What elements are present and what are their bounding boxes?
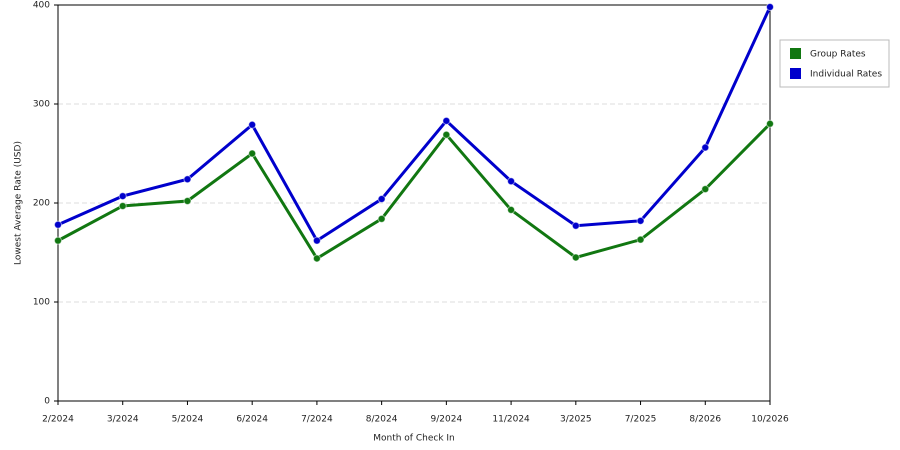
x-tick-label: 5/2024 — [172, 415, 204, 425]
x-tick-label: 11/2024 — [492, 415, 530, 425]
point — [507, 177, 516, 186]
legend-box — [779, 39, 890, 88]
point — [571, 253, 580, 262]
point — [442, 130, 451, 139]
point — [701, 143, 710, 152]
x-tick-label: 8/2024 — [366, 415, 398, 425]
y-tick-label: 300 — [33, 100, 50, 110]
x-tick-label: 3/2024 — [107, 415, 139, 425]
legend-swatch — [790, 48, 801, 59]
point — [54, 236, 62, 245]
y-tick-label: 200 — [33, 199, 50, 209]
x-tick-label: 8/2026 — [689, 415, 721, 425]
point — [312, 254, 321, 263]
x-tick-label: 3/2025 — [560, 415, 592, 425]
x-axis-label: Month of Check In — [373, 434, 455, 444]
point — [248, 149, 257, 158]
point — [507, 205, 516, 214]
point — [183, 175, 192, 184]
series-line — [57, 6, 772, 243]
x-tick-label: 6/2024 — [236, 415, 268, 425]
point — [636, 216, 645, 225]
point — [54, 220, 62, 229]
legend-label: Individual Rates — [810, 70, 882, 80]
point — [442, 116, 451, 125]
legend-label: Group Rates — [810, 50, 866, 60]
point — [766, 119, 774, 128]
y-tick-label: 0 — [44, 397, 50, 407]
point — [312, 236, 321, 245]
point — [118, 201, 127, 210]
x-tick-label: 7/2025 — [625, 415, 657, 425]
y-tick-label: 100 — [33, 298, 50, 308]
point — [118, 192, 127, 201]
x-tick-label: 2/2024 — [42, 415, 74, 425]
x-tick-label: 9/2024 — [431, 415, 463, 425]
x-tick-label: 7/2024 — [301, 415, 333, 425]
point — [377, 214, 386, 223]
point — [183, 197, 192, 206]
y-tick-label: 400 — [33, 1, 50, 11]
point — [636, 235, 645, 244]
point — [377, 195, 386, 204]
point — [248, 120, 257, 129]
series-line — [57, 122, 772, 261]
point — [571, 221, 580, 230]
x-tick-label: 10/2026 — [751, 415, 789, 425]
y-axis-label: Lowest Average Rate (USD) — [14, 141, 24, 265]
point — [701, 185, 710, 194]
point — [766, 2, 774, 11]
legend-swatch — [790, 68, 801, 79]
